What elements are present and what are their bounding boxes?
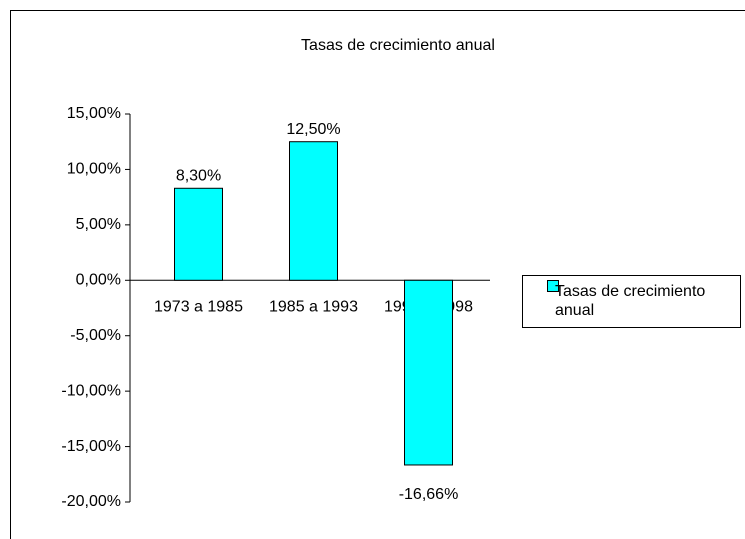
chart-title: Tasas de crecimiento anual — [301, 37, 495, 54]
data-label: -16,66% — [399, 486, 459, 503]
legend-swatch — [547, 280, 559, 292]
x-tick-label: 1973 a 1985 — [154, 299, 243, 316]
y-tick-label: -10,00% — [61, 382, 121, 399]
y-tick-label: -5,00% — [70, 327, 121, 344]
y-tick-label: -15,00% — [61, 438, 121, 455]
y-tick-label: -20,00% — [61, 493, 121, 510]
data-label: 8,30% — [176, 167, 221, 184]
y-tick-label: 15,00% — [67, 105, 121, 122]
y-tick-label: 5,00% — [76, 216, 121, 233]
y-tick-label: 10,00% — [67, 161, 121, 178]
x-tick-label: 1985 a 1993 — [269, 299, 358, 316]
bar — [404, 279, 453, 466]
chart-border — [10, 10, 745, 539]
data-label: 12,50% — [286, 121, 340, 138]
bar — [289, 141, 338, 281]
y-tick-label: 0,00% — [76, 272, 121, 289]
bar — [174, 187, 223, 281]
legend: Tasas de crecimiento anual — [522, 275, 741, 328]
legend-label: Tasas de crecimiento anual — [555, 283, 706, 319]
